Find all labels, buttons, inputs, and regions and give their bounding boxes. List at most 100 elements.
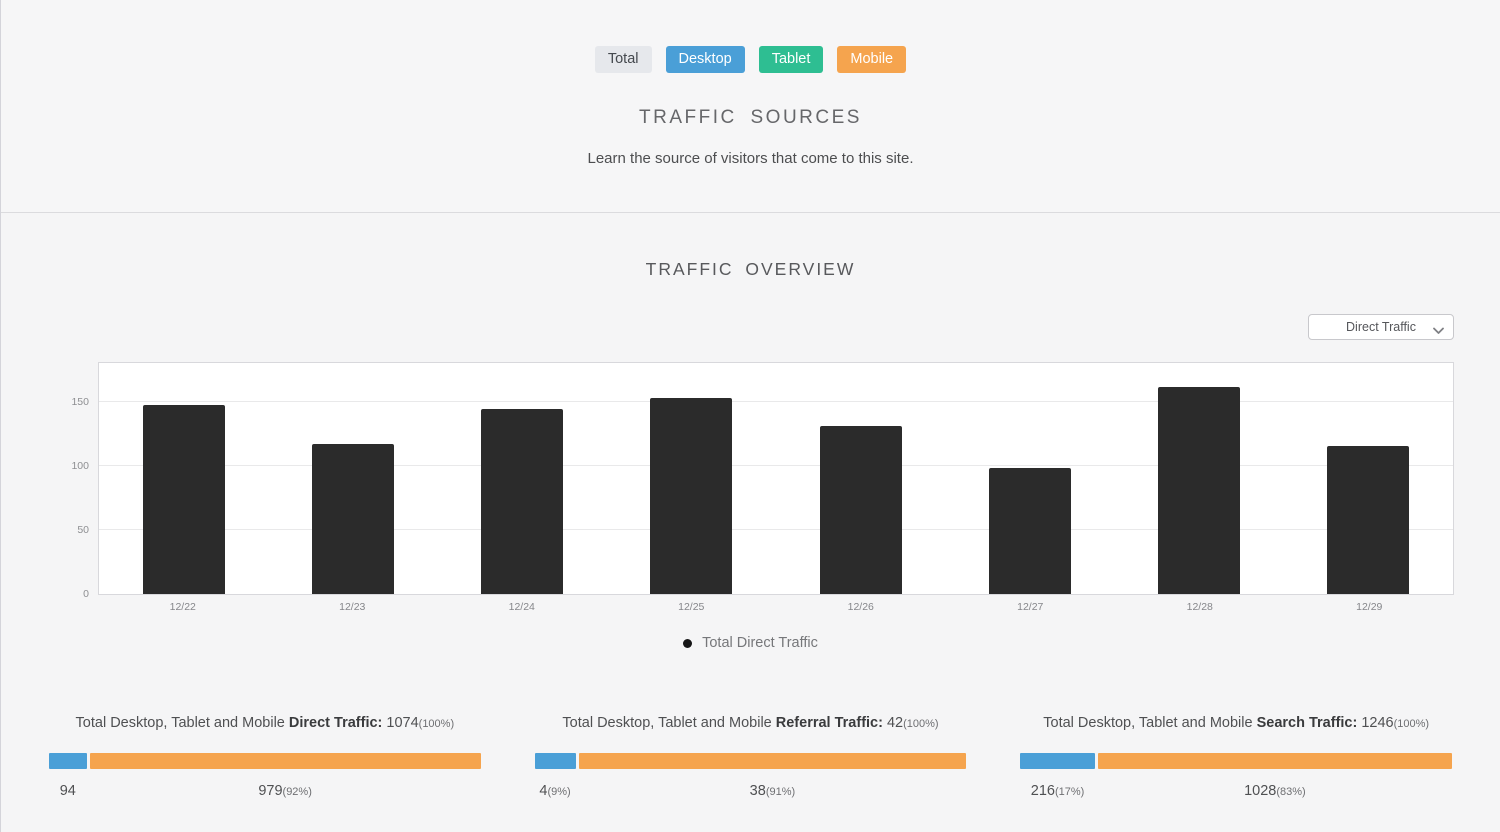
summary-stacked-bar — [49, 753, 481, 769]
summary-stacked-bar — [534, 753, 967, 769]
summary-segment-value-1: 38(91%) — [579, 783, 967, 799]
summary-total-pct: (100%) — [1393, 718, 1430, 730]
summary-title-prefix: Total Desktop, Tablet and Mobile — [1043, 715, 1257, 731]
y-axis-tick-100: 100 — [71, 459, 89, 472]
summary-segment-value-1: 1028(83%) — [1098, 783, 1452, 799]
segment-value: 1028 — [1244, 783, 1277, 799]
filter-button-total[interactable]: Total — [594, 46, 652, 73]
segment-pct: (17%) — [1054, 786, 1085, 798]
summary-bar-segment-1 — [89, 753, 481, 769]
bar-slot-12/25 — [607, 363, 776, 594]
y-axis-tick-150: 150 — [71, 395, 89, 408]
legend-dot-icon — [683, 638, 693, 648]
chart-bar-12/27[interactable] — [988, 468, 1071, 594]
summary-total-pct: (100%) — [418, 718, 455, 730]
chart-title: TRAFFIC OVERVIEW — [645, 259, 856, 279]
chart-bar-12/24[interactable] — [481, 409, 564, 594]
summary-segment-value-1: 979(92%) — [90, 783, 481, 799]
summary-segment-value-0: 94 — [49, 783, 87, 799]
summary-title-type: Search Traffic: — [1256, 715, 1362, 731]
device-filter-row: Total Desktop Tablet Mobile — [1, 46, 1500, 73]
bar-slot-12/24 — [438, 363, 607, 594]
x-axis-label-12/25: 12/25 — [678, 601, 705, 613]
filter-button-desktop[interactable]: Desktop — [665, 46, 745, 73]
legend-label: Total Direct Traffic — [702, 635, 818, 651]
summary-title-type: Direct Traffic: — [288, 715, 387, 731]
page-title: TRAFFIC SOURCES — [639, 107, 862, 128]
bar-chart: 0 50 100 150 12/22 12/23 12/24 12/25 12/26 12/27… — [71, 362, 1454, 613]
dropdown-row: Direct Traffic — [1, 314, 1500, 340]
x-axis-label-12/24: 12/24 — [508, 601, 535, 613]
summary-bar-segment-0 — [1020, 753, 1095, 769]
chart-bar-12/25[interactable] — [650, 397, 733, 594]
chart-bar-12/26[interactable] — [819, 425, 902, 594]
summary-segment-value-0: 4(9%) — [535, 783, 576, 799]
segment-value: 979 — [258, 783, 283, 799]
gridline-100 — [99, 464, 1453, 466]
summary-direct-traffic: Total Desktop, Tablet and Mobile Direct … — [49, 715, 481, 799]
segment-value: 216 — [1030, 783, 1055, 799]
chart-bar-12/28[interactable] — [1158, 387, 1241, 594]
summary-stacked-bar — [1020, 753, 1453, 769]
bar-slot-12/23 — [268, 363, 437, 594]
summary-total: 1074 — [386, 715, 419, 731]
filter-button-mobile[interactable]: Mobile — [837, 46, 907, 73]
summary-title-prefix: Total Desktop, Tablet and Mobile — [562, 715, 776, 731]
summary-bar-segment-0 — [534, 753, 576, 769]
summary-total-pct: (100%) — [903, 718, 939, 730]
chart-legend: Total Direct Traffic — [1, 635, 1500, 651]
summary-bar-segment-1 — [578, 753, 967, 769]
x-axis-label-12/28: 12/28 — [1186, 601, 1213, 613]
x-axis-label-12/27: 12/27 — [1017, 601, 1044, 613]
summary-total: 1246 — [1361, 715, 1394, 731]
summary-values-row: 94 979(92%) — [49, 783, 481, 799]
filter-button-tablet[interactable]: Tablet — [758, 46, 824, 73]
x-axis-labels: 12/22 12/23 12/24 12/25 12/26 12/27 12/28 12/29 — [98, 601, 1454, 613]
segment-pct: (83%) — [1276, 786, 1306, 798]
chart-bar-12/22[interactable] — [142, 405, 225, 594]
x-axis-label-12/29: 12/29 — [1356, 601, 1383, 613]
traffic-sources-header-section: Total Desktop Tablet Mobile TRAFFIC SOURCES… — [1, 0, 1500, 213]
x-axis-label-12/22: 12/22 — [169, 601, 196, 613]
summary-segment-value-0: 216(17%) — [1020, 783, 1094, 799]
summary-title: Total Desktop, Tablet and Mobile Search … — [1020, 715, 1452, 731]
summary-bar-segment-1 — [1097, 753, 1453, 769]
summary-title: Total Desktop, Tablet and Mobile Referra… — [535, 715, 967, 731]
segment-value: 94 — [59, 783, 76, 799]
y-axis-tick-0: 0 — [83, 588, 89, 600]
y-axis-tick-50: 50 — [77, 523, 89, 536]
bars-container — [99, 363, 1453, 594]
summary-title: Total Desktop, Tablet and Mobile Direct … — [49, 715, 481, 731]
traffic-overview-section: TRAFFIC OVERVIEW Direct Traffic 0 50 100 15… — [1, 259, 1500, 651]
traffic-type-dropdown[interactable]: Direct Traffic — [1308, 314, 1454, 340]
summary-title-prefix: Total Desktop, Tablet and Mobile — [75, 715, 289, 731]
chevron-down-icon — [1433, 324, 1444, 338]
x-axis-label-12/23: 12/23 — [339, 601, 366, 613]
summary-total: 42 — [886, 715, 904, 731]
segment-value: 4 — [539, 783, 548, 799]
chart-bar-12/23[interactable] — [311, 443, 394, 594]
gridline-50 — [99, 528, 1453, 530]
traffic-summary-row: Total Desktop, Tablet and Mobile Direct … — [1, 715, 1500, 799]
segment-pct: (9%) — [547, 786, 571, 798]
summary-title-type: Referral Traffic: — [775, 715, 887, 731]
summary-bar-segment-0 — [49, 753, 87, 769]
bar-slot-12/29 — [1284, 363, 1453, 594]
bar-slot-12/28 — [1115, 363, 1284, 594]
summary-values-row: 216(17%) 1028(83%) — [1020, 783, 1452, 799]
summary-values-row: 4(9%) 38(91%) — [535, 783, 967, 799]
summary-search-traffic: Total Desktop, Tablet and Mobile Search … — [1020, 715, 1453, 799]
segment-value: 38 — [749, 783, 766, 799]
summary-referral-traffic: Total Desktop, Tablet and Mobile Referra… — [534, 715, 967, 799]
segment-pct: (91%) — [765, 786, 796, 798]
x-axis-label-12/26: 12/26 — [847, 601, 874, 613]
bar-slot-12/22 — [99, 363, 268, 594]
gridline-150 — [99, 400, 1453, 402]
chart-plot-area: 0 50 100 150 — [71, 362, 1454, 600]
chart-bar-12/29[interactable] — [1327, 446, 1410, 594]
traffic-type-dropdown-value: Direct Traffic — [1346, 320, 1416, 334]
segment-pct: (92%) — [282, 786, 312, 798]
bar-slot-12/26 — [776, 363, 945, 594]
bar-slot-12/27 — [945, 363, 1114, 594]
page-subtitle: Learn the source of visitors that come t… — [587, 150, 914, 167]
